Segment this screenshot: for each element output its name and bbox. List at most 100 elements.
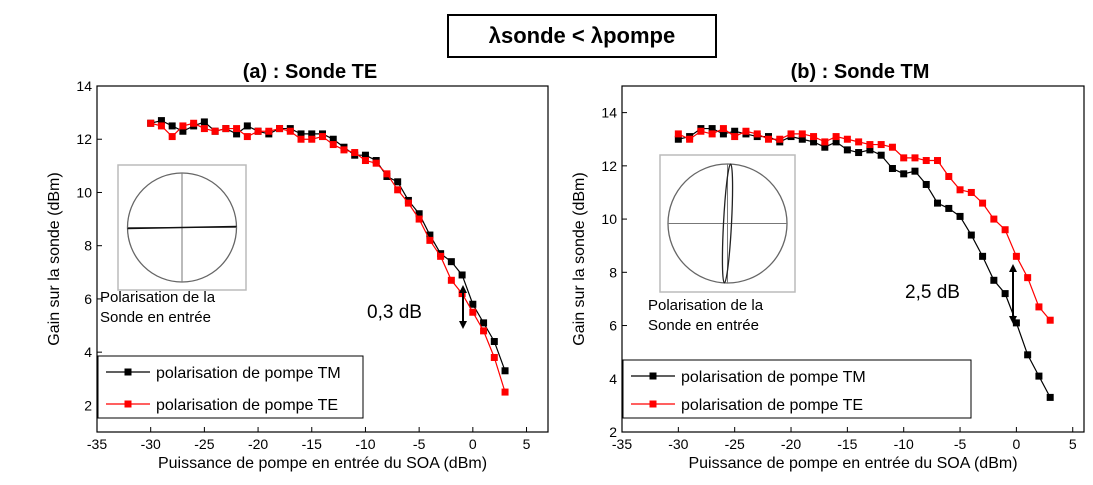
point (1012, 252, 1020, 260)
point (674, 130, 682, 138)
x-tick-label: -5 (954, 436, 967, 452)
point (394, 178, 402, 186)
point (810, 133, 818, 141)
series-line (150, 119, 506, 371)
x-tick-label: -25 (725, 436, 745, 452)
x-axis-title: Puissance de pompe en entrée du SOA (dBm… (688, 455, 1017, 472)
point (843, 135, 851, 143)
point (190, 119, 198, 127)
point (480, 319, 488, 327)
point (243, 133, 251, 141)
legend-box (97, 355, 364, 419)
point (233, 125, 241, 133)
point (866, 141, 874, 149)
y-tick-label: 4 (609, 371, 617, 387)
point (308, 130, 316, 138)
point (697, 127, 705, 135)
y-tick-label: 6 (609, 318, 617, 334)
y-tick-label: 8 (84, 238, 92, 254)
point (340, 146, 348, 154)
point (764, 135, 772, 143)
annotation: 2,5 dB (905, 282, 960, 303)
point (911, 167, 919, 175)
point (832, 138, 840, 146)
legend-marker (649, 372, 657, 380)
x-tick-label: -10 (355, 436, 375, 452)
point (1024, 351, 1032, 359)
point (798, 135, 806, 143)
point (900, 154, 908, 162)
y-tick-label: 8 (609, 264, 617, 280)
inset-caption: Polarisation de la (100, 289, 216, 306)
point (179, 127, 187, 135)
point (719, 130, 727, 138)
point (877, 141, 885, 149)
point (776, 135, 784, 143)
point (956, 212, 964, 220)
point (308, 135, 316, 143)
title-box (447, 14, 717, 58)
point (686, 135, 694, 143)
y-tick-label: 2 (609, 424, 617, 440)
x-tick-label: 5 (1069, 436, 1077, 452)
x-axis-title: Puissance de pompe en entrée du SOA (dBm… (158, 455, 487, 472)
point (501, 388, 509, 396)
legend-marker (124, 368, 132, 376)
point (361, 157, 369, 165)
point (469, 300, 477, 308)
point (437, 252, 445, 260)
y-tick-label: 14 (76, 78, 92, 94)
point (956, 186, 964, 194)
point (490, 338, 498, 346)
point (222, 125, 230, 133)
point (708, 130, 716, 138)
point (967, 188, 975, 196)
point (361, 151, 369, 159)
point (810, 138, 818, 146)
point (297, 135, 305, 143)
point (147, 119, 155, 127)
point (372, 159, 380, 167)
y-axis-title: Gain sur la sonde (dBm) (571, 172, 588, 345)
point (990, 276, 998, 284)
point (243, 122, 251, 130)
inset-caption: Polarisation de la (648, 297, 764, 314)
point (900, 170, 908, 178)
x-tick-label: -15 (837, 436, 857, 452)
point (934, 157, 942, 165)
point (490, 353, 498, 361)
point (276, 125, 284, 133)
point (922, 157, 930, 165)
x-tick-label: -20 (781, 436, 801, 452)
x-tick-label: -20 (248, 436, 268, 452)
y-tick-label: 10 (601, 211, 617, 227)
point (821, 143, 829, 151)
legend-marker (124, 400, 132, 408)
point (157, 122, 165, 130)
point (233, 130, 241, 138)
x-tick-label: -35 (612, 436, 632, 452)
panel-title: (a) : Sonde TE (243, 61, 377, 83)
point (404, 199, 412, 207)
x-tick-label: 0 (1012, 436, 1020, 452)
y-tick-label: 6 (84, 291, 92, 307)
x-tick-label: -30 (668, 436, 688, 452)
point (945, 204, 953, 212)
point (843, 146, 851, 154)
point (286, 127, 294, 135)
point (990, 215, 998, 223)
point (979, 199, 987, 207)
point (447, 276, 455, 284)
point (719, 125, 727, 133)
point (426, 231, 434, 239)
annotation: 0,3 dB (367, 302, 422, 323)
x-tick-label: -35 (87, 436, 107, 452)
point (731, 127, 739, 135)
x-tick-label: -25 (194, 436, 214, 452)
point (458, 271, 466, 279)
point (798, 130, 806, 138)
point (979, 252, 987, 260)
point (787, 130, 795, 138)
series-line (678, 127, 1051, 321)
